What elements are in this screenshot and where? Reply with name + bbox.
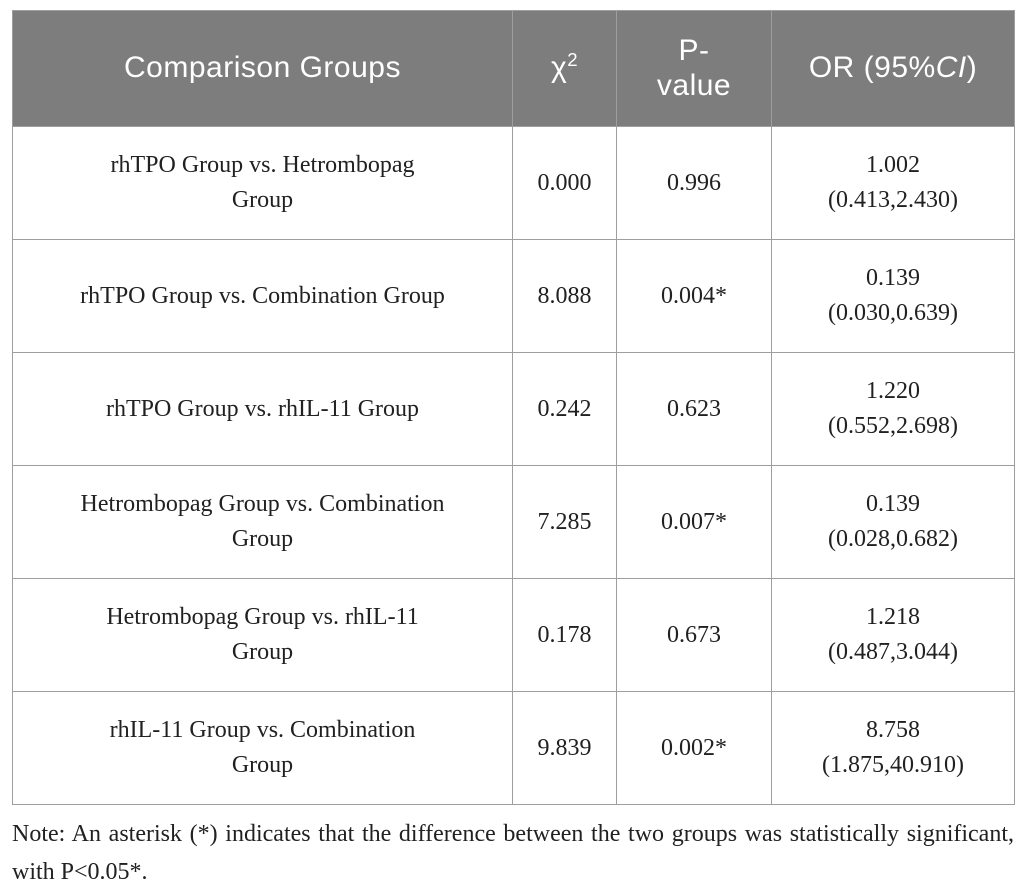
comparison-line2: Group bbox=[231, 187, 294, 213]
or-suffix: ) bbox=[966, 51, 978, 85]
or-value: 1.002 bbox=[866, 152, 920, 179]
or-ci-cell: 1.220 (0.552,2.698) bbox=[771, 352, 1015, 466]
comparison-cell: Hetrombopag Group vs. rhIL-11 Group bbox=[12, 578, 513, 692]
table-row: Hetrombopag Group vs. Combination Group … bbox=[12, 465, 1015, 579]
header-p-value: P- value bbox=[616, 10, 772, 127]
table-row: rhTPO Group vs. Hetrombopag Group 0.000 … bbox=[12, 126, 1015, 240]
p-value-cell: 0.007* bbox=[616, 465, 772, 579]
comparison-line2: Group bbox=[231, 752, 294, 778]
comparison-cell: rhTPO Group vs. rhIL-11 Group bbox=[12, 352, 513, 466]
header-row: Comparison Groups χ2 P- value OR (95%CI) bbox=[12, 10, 1015, 127]
or-ci-cell: 0.139 (0.030,0.639) bbox=[771, 239, 1015, 353]
chi-symbol: χ bbox=[550, 51, 568, 85]
p-value-line1: P- bbox=[678, 34, 710, 67]
table-row: rhTPO Group vs. Combination Group 8.088 … bbox=[12, 239, 1015, 353]
ci-range: (0.030,0.639) bbox=[828, 300, 958, 326]
chi-square-cell: 7.285 bbox=[512, 465, 617, 579]
chi-square-cell: 8.088 bbox=[512, 239, 617, 353]
comparison-line1: rhTPO Group vs. rhIL-11 Group bbox=[105, 395, 420, 422]
header-comparison-label: Comparison Groups bbox=[124, 51, 401, 85]
or-ci-cell: 1.218 (0.487,3.044) bbox=[771, 578, 1015, 692]
statistics-table: Comparison Groups χ2 P- value OR (95%CI)… bbox=[12, 10, 1015, 805]
comparison-line1: rhTPO Group vs. Combination Group bbox=[80, 282, 445, 309]
table-row: Hetrombopag Group vs. rhIL-11 Group 0.17… bbox=[12, 578, 1015, 692]
comparison-line2: Group bbox=[231, 639, 294, 665]
comparison-line1: Hetrombopag Group vs. rhIL-11 bbox=[106, 604, 419, 631]
chi-square-cell: 0.242 bbox=[512, 352, 617, 466]
or-value: 1.218 bbox=[866, 604, 920, 631]
comparison-line1: rhIL-11 Group vs. Combination bbox=[109, 717, 416, 744]
chi-square-cell: 9.839 bbox=[512, 691, 617, 805]
ci-range: (1.875,40.910) bbox=[822, 752, 964, 778]
table-row: rhIL-11 Group vs. Combination Group 9.83… bbox=[12, 691, 1015, 805]
comparison-line2: Group bbox=[231, 526, 294, 552]
chi-exponent: 2 bbox=[567, 49, 579, 71]
comparison-cell: rhTPO Group vs. Hetrombopag Group bbox=[12, 126, 513, 240]
table-row: rhTPO Group vs. rhIL-11 Group 0.242 0.62… bbox=[12, 352, 1015, 466]
or-prefix: OR (95% bbox=[808, 51, 936, 85]
ci-range: (0.552,2.698) bbox=[828, 413, 958, 439]
p-value-cell: 0.673 bbox=[616, 578, 772, 692]
comparison-line1: rhTPO Group vs. Hetrombopag bbox=[110, 152, 415, 179]
comparison-cell: Hetrombopag Group vs. Combination Group bbox=[12, 465, 513, 579]
header-chi-square: χ2 bbox=[512, 10, 617, 127]
or-value: 0.139 bbox=[866, 265, 920, 292]
header-or-ci: OR (95%CI) bbox=[771, 10, 1015, 127]
header-comparison-groups: Comparison Groups bbox=[12, 10, 513, 127]
or-ci-cell: 1.002 (0.413,2.430) bbox=[771, 126, 1015, 240]
p-value-cell: 0.996 bbox=[616, 126, 772, 240]
p-value-cell: 0.623 bbox=[616, 352, 772, 466]
ci-range: (0.413,2.430) bbox=[828, 187, 958, 213]
comparison-cell: rhTPO Group vs. Combination Group bbox=[12, 239, 513, 353]
comparison-cell: rhIL-11 Group vs. Combination Group bbox=[12, 691, 513, 805]
table-note: Note: An asterisk (*) indicates that the… bbox=[12, 821, 1014, 886]
or-ci-cell: 8.758 (1.875,40.910) bbox=[771, 691, 1015, 805]
p-value-cell: 0.004* bbox=[616, 239, 772, 353]
comparison-line1: Hetrombopag Group vs. Combination bbox=[80, 491, 445, 518]
or-value: 1.220 bbox=[866, 378, 920, 405]
p-value-cell: 0.002* bbox=[616, 691, 772, 805]
chi-square-cell: 0.178 bbox=[512, 578, 617, 692]
or-value: 8.758 bbox=[866, 717, 920, 744]
ci-range: (0.487,3.044) bbox=[828, 639, 958, 665]
chi-square-cell: 0.000 bbox=[512, 126, 617, 240]
ci-range: (0.028,0.682) bbox=[828, 526, 958, 552]
or-ci-italic: CI bbox=[935, 51, 967, 85]
or-ci-cell: 0.139 (0.028,0.682) bbox=[771, 465, 1015, 579]
or-value: 0.139 bbox=[866, 491, 920, 518]
p-value-line2: value bbox=[656, 68, 732, 102]
